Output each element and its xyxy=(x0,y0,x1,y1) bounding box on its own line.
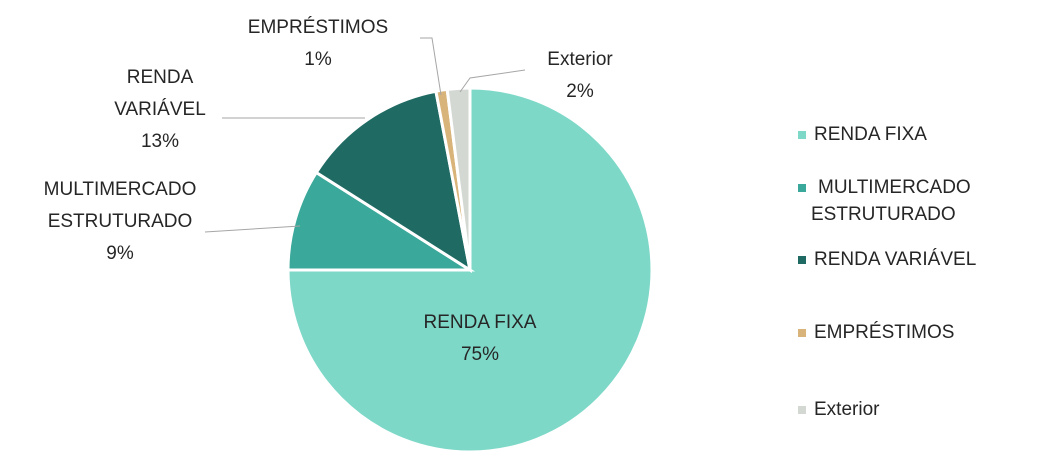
legend-label: Exterior xyxy=(814,399,880,420)
legend-label: RENDA FIXA xyxy=(814,124,927,145)
slice-label: MULTIMERCADO ESTRUTURADO xyxy=(44,179,197,232)
legend-label: EMPRÉSTIMOS xyxy=(814,322,954,343)
legend-label: MULTIMERCADO ESTRUTURADO xyxy=(811,177,971,225)
leader-line xyxy=(204,225,301,233)
legend-swatch xyxy=(798,131,806,139)
legend-swatch xyxy=(798,256,806,264)
slice-value-label: 1% xyxy=(304,49,332,70)
pie-slice xyxy=(286,86,654,451)
slice-label: RENDA VARIÁVEL xyxy=(114,67,206,120)
slice-value-label: 75% xyxy=(461,344,499,365)
legend-label: RENDA VARIÁVEL xyxy=(814,249,976,270)
slice-label: RENDA FIXA xyxy=(424,312,537,333)
legend-swatch xyxy=(798,406,806,414)
slice-label: Exterior xyxy=(547,49,613,70)
slice-value-label: 2% xyxy=(566,81,594,102)
leader-line xyxy=(420,37,442,96)
slice-label: EMPRÉSTIMOS xyxy=(248,17,388,38)
pie-slice xyxy=(445,86,472,271)
pie-slice xyxy=(286,170,476,272)
legend-swatch xyxy=(798,329,806,337)
legend-swatch xyxy=(798,184,806,192)
slice-value-label: 9% xyxy=(106,243,134,264)
pie-slice xyxy=(314,89,473,274)
leader-line xyxy=(459,69,526,93)
slice-value-label: 13% xyxy=(141,131,179,152)
